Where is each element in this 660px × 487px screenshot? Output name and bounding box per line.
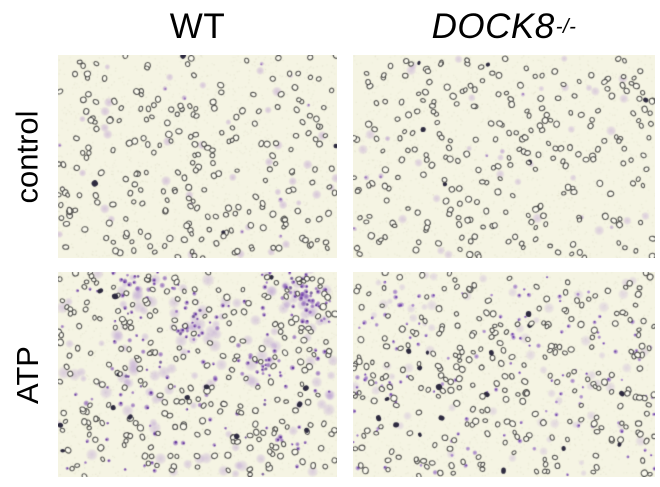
micrograph-wt-atp — [58, 272, 337, 477]
row-label-control: control — [10, 109, 46, 204]
micrograph-dock8-control — [353, 55, 655, 258]
micrograph-wt-control — [58, 55, 337, 258]
column-header-wt-label: WT — [169, 7, 226, 46]
column-header-wt: WT — [58, 2, 337, 52]
column-header-dock8-label: DOCK8 — [431, 7, 555, 46]
column-header-dock8: DOCK8 -/- — [431, 7, 577, 46]
micrograph-dock8-atp — [353, 272, 655, 477]
row-label-atp: ATP — [10, 345, 45, 404]
